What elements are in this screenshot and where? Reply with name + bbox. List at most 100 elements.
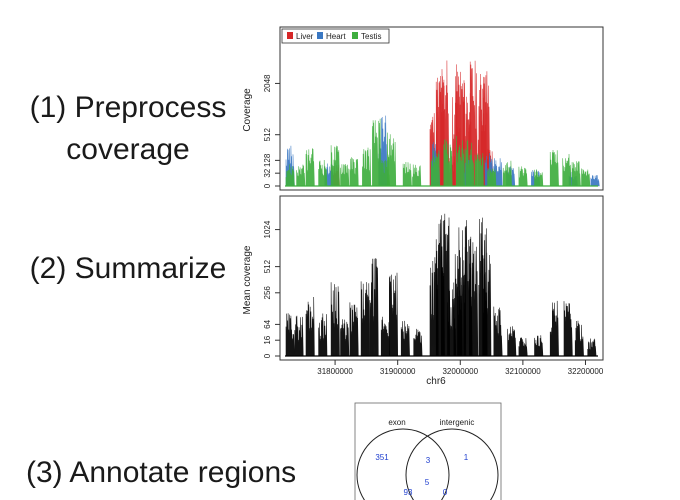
- legend-box: [281, 28, 390, 44]
- mean-peak: [534, 335, 544, 357]
- testis-peak: [318, 159, 328, 187]
- venn-circle-intergenic: [405, 428, 499, 500]
- mean-peak: [389, 272, 399, 357]
- venn-count-lower-left: 93: [404, 488, 413, 497]
- testis-peak: [549, 149, 559, 187]
- legend-label-heart: Heart: [326, 32, 346, 41]
- mean-peak: [360, 281, 370, 357]
- testis-peak: [305, 148, 315, 187]
- step-1-label: (1) Preprocess coverage: [18, 87, 238, 171]
- series-testis: [285, 118, 591, 187]
- venn-count-intergenic-only: 1: [464, 453, 469, 462]
- testis-peak: [571, 161, 581, 187]
- mean-peak: [340, 319, 350, 357]
- y-tick-label: 2048: [263, 74, 272, 92]
- venn-set-intergenic: intergenic: [440, 418, 475, 427]
- heart-peak: [590, 175, 600, 187]
- x-axis-ticks: 31800000 31900000 32000000 32100000 32200000: [317, 360, 604, 376]
- testis-peak: [362, 147, 372, 187]
- step-1-line-2: coverage: [66, 133, 190, 166]
- coverage-series-group: [285, 60, 600, 187]
- mean-peak: [330, 282, 340, 357]
- venn-count-center: 5: [425, 478, 430, 487]
- y-tick-label: 0: [263, 183, 272, 188]
- legend-label-testis: Testis: [361, 32, 381, 41]
- legend-swatch-heart: [317, 32, 323, 39]
- venn-count-lower-right: 0: [443, 488, 448, 497]
- mean-peak: [349, 302, 359, 357]
- x-tick-label: 32200000: [568, 367, 604, 376]
- y-tick-label: 32: [263, 168, 272, 177]
- venn-count-exon-only: 351: [375, 453, 389, 462]
- mean-peak: [400, 320, 410, 357]
- testis-peak: [296, 164, 306, 187]
- venn-set-exon: exon: [388, 418, 405, 427]
- mean-coverage-panel-frame: [279, 195, 604, 361]
- testis-peak: [487, 168, 497, 187]
- step-3-label: (3) Annotate regions: [26, 456, 297, 489]
- testis-peak: [465, 139, 475, 187]
- coverage-y-axis-label: Coverage: [242, 88, 253, 132]
- x-tick-label: 31800000: [317, 367, 353, 376]
- mean-peak: [493, 306, 503, 357]
- mean-peak: [518, 337, 528, 357]
- y-tick-label: 16: [263, 335, 272, 344]
- legend-swatch-testis: [352, 32, 358, 39]
- venn-circle-exon: [356, 428, 450, 500]
- x-tick-label: 32100000: [505, 367, 541, 376]
- mean-peak: [285, 313, 295, 357]
- y-tick-label: 1024: [263, 220, 272, 238]
- y-tick-label: 512: [263, 259, 272, 273]
- testis-peak: [402, 161, 412, 187]
- mean-coverage-y-axis-label: Mean coverage: [242, 245, 253, 314]
- testis-peak: [340, 163, 350, 187]
- x-tick-label: 31900000: [380, 367, 416, 376]
- testis-peak: [412, 164, 422, 187]
- mean-peak: [413, 328, 423, 357]
- mean-peak: [318, 313, 328, 357]
- venn-frame: [354, 402, 502, 500]
- mean-peak: [574, 320, 584, 357]
- mean-peak: [507, 326, 517, 357]
- legend-label-liver: Liver: [296, 32, 314, 41]
- testis-peak: [372, 118, 382, 187]
- testis-peak: [456, 135, 466, 187]
- y-tick-label: 512: [263, 127, 272, 141]
- mean-peak: [305, 296, 315, 357]
- coverage-panel-frame: [279, 26, 604, 191]
- y-tick-label: 64: [263, 319, 272, 328]
- testis-peak: [562, 153, 572, 187]
- testis-peak: [387, 132, 397, 187]
- y-tick-label: 0: [263, 353, 272, 358]
- testis-peak: [349, 157, 359, 187]
- venn-diagram: exon intergenic 351 3 1 5 93 0: [354, 402, 502, 500]
- coverage-legend: Liver Heart Testis: [281, 28, 390, 44]
- y-tick-label: 128: [263, 153, 272, 167]
- testis-peak: [581, 168, 591, 187]
- x-axis-label: chr6: [426, 376, 446, 387]
- mean-coverage-y-ticks: 0 16 64 256 512 1024: [263, 220, 280, 358]
- mean-peak: [294, 315, 304, 357]
- testis-peak: [330, 145, 340, 187]
- venn-count-exon-intergenic: 3: [426, 456, 431, 465]
- testis-peak: [285, 164, 295, 187]
- testis-peak: [518, 166, 528, 187]
- testis-peak: [534, 169, 544, 187]
- mean-peak: [587, 338, 597, 357]
- legend-swatch-liver: [287, 32, 293, 39]
- mean-peak: [380, 316, 390, 357]
- mean-peak: [563, 301, 573, 357]
- testis-peak: [443, 139, 453, 187]
- step-2-label: (2) Summarize: [29, 252, 227, 285]
- y-tick-label: 256: [263, 286, 272, 300]
- x-tick-label: 32000000: [442, 367, 478, 376]
- mean-peak: [549, 300, 559, 357]
- mean-coverage-series-group: [285, 213, 598, 357]
- testis-peak: [474, 153, 484, 187]
- step-1-line-1: (1) Preprocess: [29, 91, 227, 124]
- testis-peak: [502, 160, 512, 187]
